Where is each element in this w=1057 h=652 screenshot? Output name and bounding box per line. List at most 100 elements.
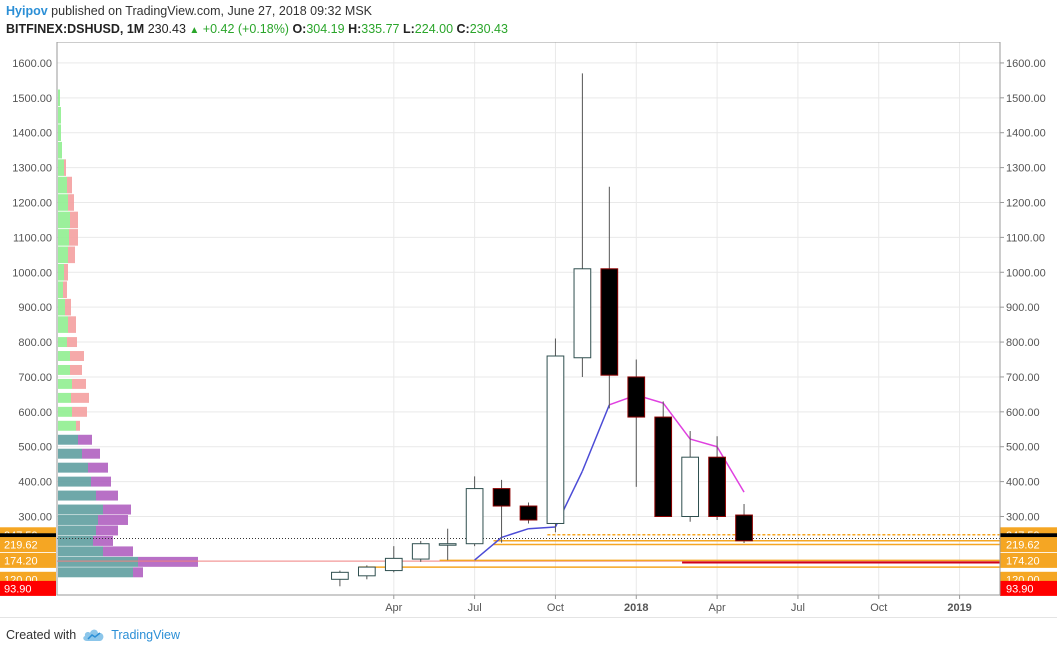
volume-bar-up — [58, 462, 88, 473]
price-badge-label: 219.62 — [1006, 540, 1040, 552]
time-tick-label: Oct — [547, 602, 564, 614]
price-tick-label: 900.00 — [18, 302, 52, 314]
volume-bar-up — [58, 448, 82, 459]
volume-bar-up — [58, 378, 72, 389]
volume-bar-down — [78, 434, 92, 445]
candle-up[interactable] — [573, 268, 592, 359]
price-tick-label: 1500.00 — [12, 93, 52, 105]
candle-down[interactable] — [654, 416, 673, 517]
candle-down[interactable] — [492, 488, 511, 507]
volume-bar-up — [58, 420, 76, 431]
tradingview-link[interactable]: TradingView — [82, 628, 180, 642]
candle-down[interactable] — [519, 505, 538, 521]
volume-bar-down — [96, 490, 118, 501]
volume-bar-up — [58, 434, 78, 445]
price-badge-label: 219.62 — [4, 540, 38, 552]
price-badge[interactable] — [1000, 580, 1057, 596]
candle-up[interactable] — [546, 355, 565, 524]
candle-up[interactable] — [384, 557, 403, 572]
volume-bar-up — [58, 124, 61, 141]
volume-bar-down — [98, 515, 128, 525]
price-tick-label: 1400.00 — [1006, 128, 1046, 140]
volume-bar-up — [58, 504, 103, 515]
price-badge-label: 93.90 — [1006, 583, 1034, 595]
volume-bar-up — [58, 281, 63, 299]
symbol-name: BITFINEX:DSHUSD, 1M — [6, 22, 145, 36]
volume-bar-down — [93, 535, 113, 546]
time-tick-label: Oct — [870, 602, 887, 614]
time-axis[interactable]: Apr Jul Oct 2018 Apr Jul Oct 2019 — [385, 595, 972, 614]
volume-bar-up — [58, 546, 103, 557]
time-tick-label: Jul — [468, 602, 482, 614]
volume-bar-down — [67, 176, 72, 194]
candle-down[interactable] — [735, 514, 753, 542]
volume-bar-down — [68, 194, 74, 211]
price-badge[interactable] — [0, 537, 56, 553]
price-tick-label: 1200.00 — [12, 197, 52, 209]
volume-bar-down — [70, 211, 78, 229]
candle-up[interactable] — [331, 571, 349, 580]
tradingview-brand: TradingView — [111, 628, 180, 642]
ma-segment — [474, 536, 503, 561]
right-price-axis[interactable]: 1600.00 1500.00 1400.00 1300.00 1200.00 1100.… — [1000, 58, 1057, 596]
cloud-logo-icon — [83, 629, 104, 641]
last-price: 230.43 — [147, 22, 186, 36]
published-text: published on TradingView.com, June 27, 2… — [51, 4, 372, 18]
volume-bar-up — [58, 106, 61, 124]
price-badge[interactable] — [1000, 552, 1057, 568]
volume-bar-down — [63, 281, 67, 299]
volume-bar-down — [91, 476, 111, 487]
volume-bar-up — [58, 490, 96, 501]
volume-bar-up — [58, 298, 65, 316]
candle-up[interactable] — [357, 566, 376, 577]
price-tick-label: 1500.00 — [1006, 93, 1046, 105]
time-tick-label: Jul — [791, 602, 805, 614]
symbol-info: BITFINEX:DSHUSD, 1M 230.43 ▲ +0.42 (+0.1… — [6, 20, 1051, 40]
price-tick-label: 900.00 — [1006, 302, 1040, 314]
price-tick-label: 300.00 — [18, 511, 52, 523]
price-tick-label: 400.00 — [18, 477, 52, 489]
candle-up[interactable] — [438, 543, 457, 546]
author-link[interactable]: Hyipov — [6, 4, 48, 18]
volume-bar-down — [72, 406, 87, 417]
volume-bar-up — [58, 515, 98, 525]
volume-bar-down — [76, 420, 80, 431]
candle-down[interactable] — [627, 376, 646, 418]
open-label: O: — [292, 22, 307, 36]
price-tick-label: 700.00 — [18, 372, 52, 384]
price-tick-label: 500.00 — [18, 442, 52, 454]
price-tick-label: 1300.00 — [1006, 163, 1046, 175]
price-badge[interactable] — [0, 580, 56, 596]
price-tick-label: 800.00 — [1006, 337, 1040, 349]
low-value: 224.00 — [414, 22, 454, 36]
volume-bar-up — [58, 535, 93, 546]
volume-bar-up — [58, 211, 70, 229]
volume-bar-down — [68, 246, 75, 264]
candle-up[interactable] — [681, 456, 700, 517]
volume-bar-up — [58, 89, 60, 107]
price-badge[interactable] — [1000, 537, 1057, 553]
volume-bar-down — [64, 159, 66, 176]
candle-up[interactable] — [465, 488, 484, 545]
price-tick-label: 400.00 — [1006, 477, 1040, 489]
candle-down[interactable] — [708, 456, 726, 517]
price-levels — [57, 534, 1000, 568]
price-badge[interactable] — [0, 552, 56, 568]
price-tick-label: 700.00 — [1006, 372, 1040, 384]
price-tick-label: 1300.00 — [12, 163, 52, 175]
volume-bar-down — [133, 567, 143, 578]
volume-bar-up — [58, 351, 70, 361]
candlestick-chart[interactable]: 1600.00 1500.00 1400.00 1300.00 1200.00 1100.… — [0, 42, 1057, 617]
price-change: +0.42 (+0.18%) — [202, 22, 289, 36]
publish-info: Hyipov published on TradingView.com, Jun… — [6, 2, 1051, 20]
candle-up[interactable] — [411, 543, 430, 560]
price-tick-label: 1000.00 — [12, 267, 52, 279]
candle-down[interactable] — [600, 268, 619, 376]
ma-segment — [501, 527, 529, 539]
volume-bar-down — [103, 546, 133, 557]
left-price-axis[interactable]: 1600.00 1500.00 1400.00 1300.00 1200.00 1100.… — [0, 58, 56, 596]
open-value: 304.19 — [306, 22, 345, 36]
volume-bar-up — [58, 364, 70, 375]
time-tick-label: 2018 — [624, 602, 648, 614]
volume-bar-up — [58, 567, 133, 578]
